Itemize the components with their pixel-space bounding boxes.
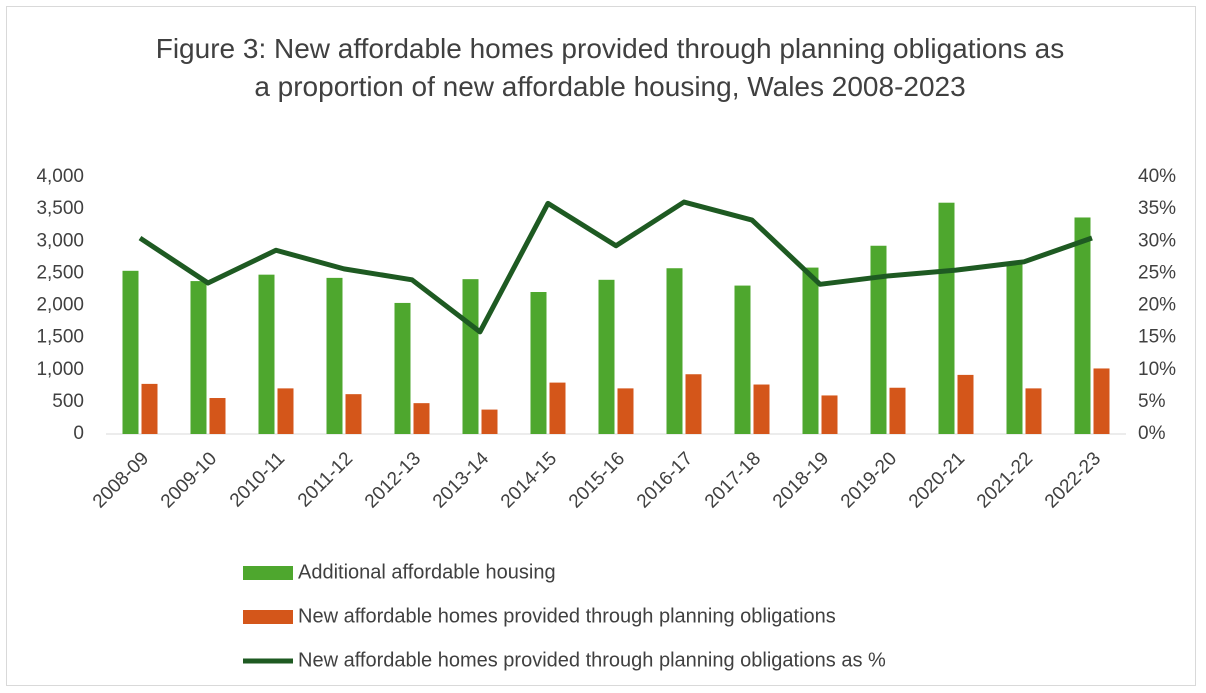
y-tick-label: 3,000 — [36, 230, 84, 251]
y2-tick-label: 0% — [1138, 423, 1166, 444]
legend-swatch — [243, 566, 293, 580]
bar — [734, 285, 751, 434]
bar — [1006, 261, 1023, 434]
bar — [870, 245, 887, 434]
bar — [957, 374, 974, 434]
bar — [345, 394, 362, 434]
y2-tick-label: 30% — [1138, 230, 1176, 251]
bar — [530, 292, 547, 434]
x-tick-label: 2013-14 — [429, 448, 493, 512]
y2-tick-label: 10% — [1138, 359, 1176, 380]
bar — [122, 270, 139, 434]
bar — [462, 279, 479, 434]
y-tick-label: 2,000 — [36, 295, 84, 316]
y-tick-label: 4,000 — [36, 166, 84, 187]
y-tick-label: 500 — [52, 391, 84, 412]
x-tick-label: 2016-17 — [633, 448, 697, 512]
x-tick-label: 2014-15 — [497, 448, 561, 512]
bar — [1025, 388, 1042, 434]
y2-tick-label: 35% — [1138, 198, 1176, 219]
bar — [394, 302, 411, 434]
x-tick-label: 2010-11 — [226, 448, 289, 511]
bar — [753, 384, 770, 434]
bar — [413, 403, 430, 434]
y2-tick-label: 15% — [1138, 327, 1176, 348]
x-tick-label: 2011-12 — [294, 448, 357, 511]
x-tick-label: 2008-09 — [89, 448, 153, 512]
x-tick-label: 2019-20 — [837, 448, 901, 512]
bar — [617, 388, 634, 434]
y-tick-label: 2,500 — [36, 262, 84, 283]
line — [138, 199, 1093, 335]
x-tick-label: 2012-13 — [361, 448, 425, 512]
bar — [277, 388, 294, 434]
bar — [802, 267, 819, 434]
chart-title: Figure 3: New affordable homes provided … — [155, 33, 1065, 102]
y-tick-label: 1,000 — [36, 359, 84, 380]
legend-label: New affordable homes provided through pl… — [298, 649, 886, 671]
bar — [666, 268, 683, 434]
x-tick-label: 2022-23 — [1041, 448, 1105, 512]
bar — [481, 409, 498, 434]
bar — [1074, 217, 1091, 434]
bar — [209, 398, 226, 434]
bar — [141, 383, 158, 434]
y-tick-label: 0 — [73, 423, 84, 444]
bar — [598, 279, 615, 434]
y2-tick-label: 40% — [1138, 166, 1176, 187]
y-tick-label: 1,500 — [36, 327, 84, 348]
bar — [889, 387, 906, 434]
legend-swatch — [243, 610, 293, 624]
bar — [1093, 368, 1110, 434]
y2-tick-label: 5% — [1138, 391, 1166, 412]
x-tick-label: 2015-16 — [565, 448, 629, 512]
legend-label: New affordable homes provided through pl… — [298, 605, 836, 627]
x-tick-label: 2020-21 — [905, 448, 969, 512]
x-tick-label: 2021-22 — [973, 448, 1037, 512]
x-tick-label: 2018-19 — [769, 448, 833, 512]
bar — [549, 382, 566, 434]
x-tick-label: 2009-10 — [157, 448, 221, 512]
bar — [258, 274, 275, 434]
y-tick-label: 3,500 — [36, 198, 84, 219]
y2-tick-label: 25% — [1138, 262, 1176, 283]
bar — [685, 374, 702, 434]
bar — [938, 202, 955, 434]
legend-label: Additional affordable housing — [298, 561, 556, 583]
bar — [326, 277, 343, 434]
x-tick-label: 2017-18 — [701, 448, 765, 512]
bar — [821, 395, 838, 434]
y2-tick-label: 20% — [1138, 295, 1176, 316]
bar — [190, 281, 207, 434]
chart-frame — [6, 6, 1196, 686]
